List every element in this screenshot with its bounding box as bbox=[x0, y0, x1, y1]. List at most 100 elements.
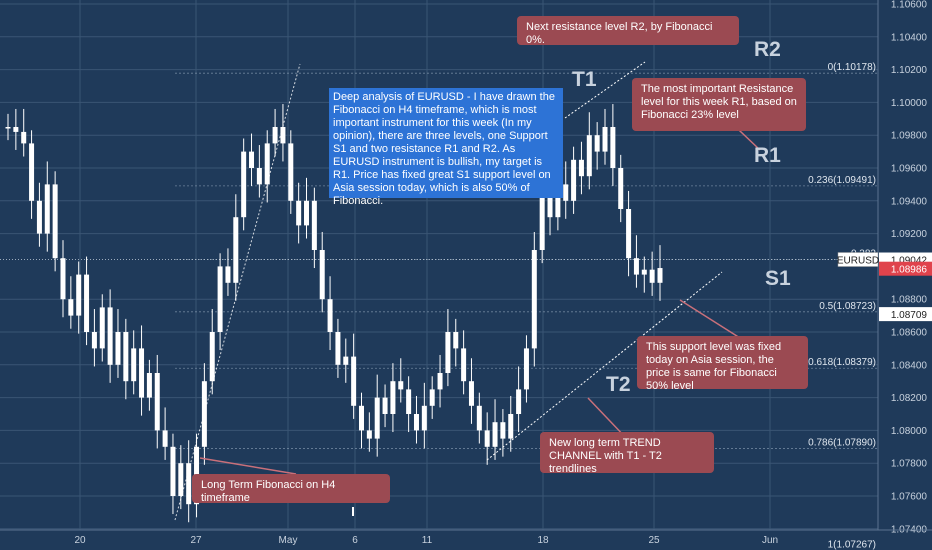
candle-body bbox=[437, 373, 443, 390]
candle-body bbox=[319, 250, 325, 300]
candle-body bbox=[99, 307, 105, 349]
fibonacci-diagonal bbox=[174, 63, 301, 521]
candle-body bbox=[453, 332, 459, 349]
price-tick-label: 1.08600 bbox=[891, 328, 928, 339]
candle-body bbox=[311, 200, 317, 250]
label-t1: T1 bbox=[572, 68, 597, 91]
candle-body bbox=[272, 127, 278, 144]
price-tick-label: 1.10400 bbox=[891, 32, 928, 43]
candle-body bbox=[539, 168, 545, 250]
candle-body bbox=[468, 381, 474, 406]
time-tick-label: 6 bbox=[352, 535, 358, 546]
price-tick-label: 1.07800 bbox=[891, 459, 928, 470]
candle-body bbox=[351, 356, 357, 406]
candle-body bbox=[626, 209, 632, 259]
candle-body bbox=[421, 405, 427, 431]
time-axis[interactable]: 20 27 May 6 11 18 25 Jun bbox=[0, 507, 932, 546]
candle-body bbox=[382, 397, 388, 414]
fibonacci-timeframe-note: Long Term Fibonacci on H4 timeframe bbox=[192, 474, 390, 504]
candle-body bbox=[374, 397, 380, 439]
time-tick-label: Jun bbox=[762, 535, 778, 546]
candle-body bbox=[406, 389, 412, 414]
candle-body bbox=[123, 332, 129, 382]
candle-body bbox=[146, 373, 152, 398]
price-tick-label: 1.08000 bbox=[891, 426, 928, 437]
fib-label: 1(1.07267) bbox=[828, 540, 876, 550]
candle-body bbox=[610, 127, 616, 168]
candle-body bbox=[76, 274, 82, 316]
candle-body bbox=[29, 143, 35, 201]
price-axis[interactable]: 1.10600 1.10400 1.10200 1.10000 1.09800 1.096… bbox=[837, 0, 932, 550]
candle-body bbox=[492, 422, 498, 447]
fib-label: 0.5(1.08723) bbox=[819, 301, 876, 312]
candle-body bbox=[139, 348, 145, 398]
candle-body bbox=[343, 356, 349, 365]
price-tick-label: 1.10200 bbox=[891, 65, 928, 76]
candle-body bbox=[571, 159, 577, 201]
candle-body bbox=[60, 258, 66, 300]
candle-body bbox=[484, 430, 490, 447]
candle-body bbox=[429, 389, 435, 406]
candle-body bbox=[335, 332, 341, 365]
candle-body bbox=[649, 269, 655, 283]
price-tick-label: 1.07600 bbox=[891, 492, 928, 503]
candle-body bbox=[91, 332, 97, 349]
price-tick-label: 1.10000 bbox=[891, 98, 928, 109]
time-tick-label: 25 bbox=[648, 535, 660, 546]
candle-body bbox=[107, 307, 113, 365]
fib-label: 0.786(1.07890) bbox=[808, 437, 876, 448]
price-tick-label: 1.08800 bbox=[891, 295, 928, 306]
price-tick-label: 1.09600 bbox=[891, 164, 928, 175]
connector-s1 bbox=[679, 299, 741, 339]
candle-body bbox=[44, 184, 50, 234]
candle-body bbox=[233, 217, 239, 283]
time-tick-label: 18 bbox=[537, 535, 549, 546]
price-tick-label: 1.09400 bbox=[891, 196, 928, 207]
connector-fib bbox=[199, 457, 297, 475]
candle-body bbox=[201, 381, 207, 447]
candle-body bbox=[657, 268, 663, 283]
time-tick-label: May bbox=[279, 535, 298, 546]
price-label: 1.09042 bbox=[891, 256, 928, 267]
candle-body bbox=[186, 463, 192, 505]
candle-body bbox=[586, 135, 592, 177]
trend-lines bbox=[174, 61, 723, 521]
candle-body bbox=[13, 127, 19, 132]
candle-body bbox=[280, 127, 286, 144]
price-label-bg bbox=[879, 307, 932, 322]
candle-body bbox=[476, 405, 482, 431]
candle-body bbox=[241, 151, 247, 218]
candle-body bbox=[461, 348, 467, 382]
candle-body bbox=[264, 143, 270, 185]
candle-body bbox=[170, 446, 176, 496]
candle-body bbox=[555, 184, 561, 218]
candle-body bbox=[358, 405, 364, 431]
candle-body bbox=[445, 332, 451, 373]
label-r1: R1 bbox=[754, 144, 781, 167]
candle-body bbox=[641, 269, 647, 275]
candle-body bbox=[209, 332, 215, 382]
candle-body bbox=[162, 430, 168, 447]
fib-label: 0.618(1.08379) bbox=[808, 357, 876, 368]
candle-body bbox=[84, 274, 90, 332]
candle-body bbox=[5, 127, 11, 129]
price-tick-label: 1.09200 bbox=[891, 229, 928, 240]
candle-body bbox=[578, 159, 584, 177]
candle-body bbox=[563, 184, 569, 201]
price-label: 1.08986 bbox=[891, 265, 928, 276]
candle-body bbox=[508, 414, 514, 439]
label-t2: T2 bbox=[606, 373, 631, 396]
candle-body bbox=[500, 422, 506, 439]
price-tick-label: 1.10600 bbox=[891, 0, 928, 11]
trendline-t1 bbox=[564, 61, 646, 119]
candle-body bbox=[249, 151, 255, 168]
fib-label: 0(1.10178) bbox=[828, 62, 876, 73]
candle-body bbox=[366, 430, 372, 439]
r1-note: The most important Resistance level for … bbox=[632, 78, 806, 131]
time-tick-label: 20 bbox=[74, 535, 86, 546]
trend-channel-note: New long term TREND CHANNEL with T1 - T2… bbox=[540, 432, 714, 475]
candle-body bbox=[115, 332, 121, 365]
candle-body bbox=[594, 135, 600, 152]
candle-body bbox=[618, 168, 624, 209]
price-label-bg bbox=[879, 261, 932, 276]
